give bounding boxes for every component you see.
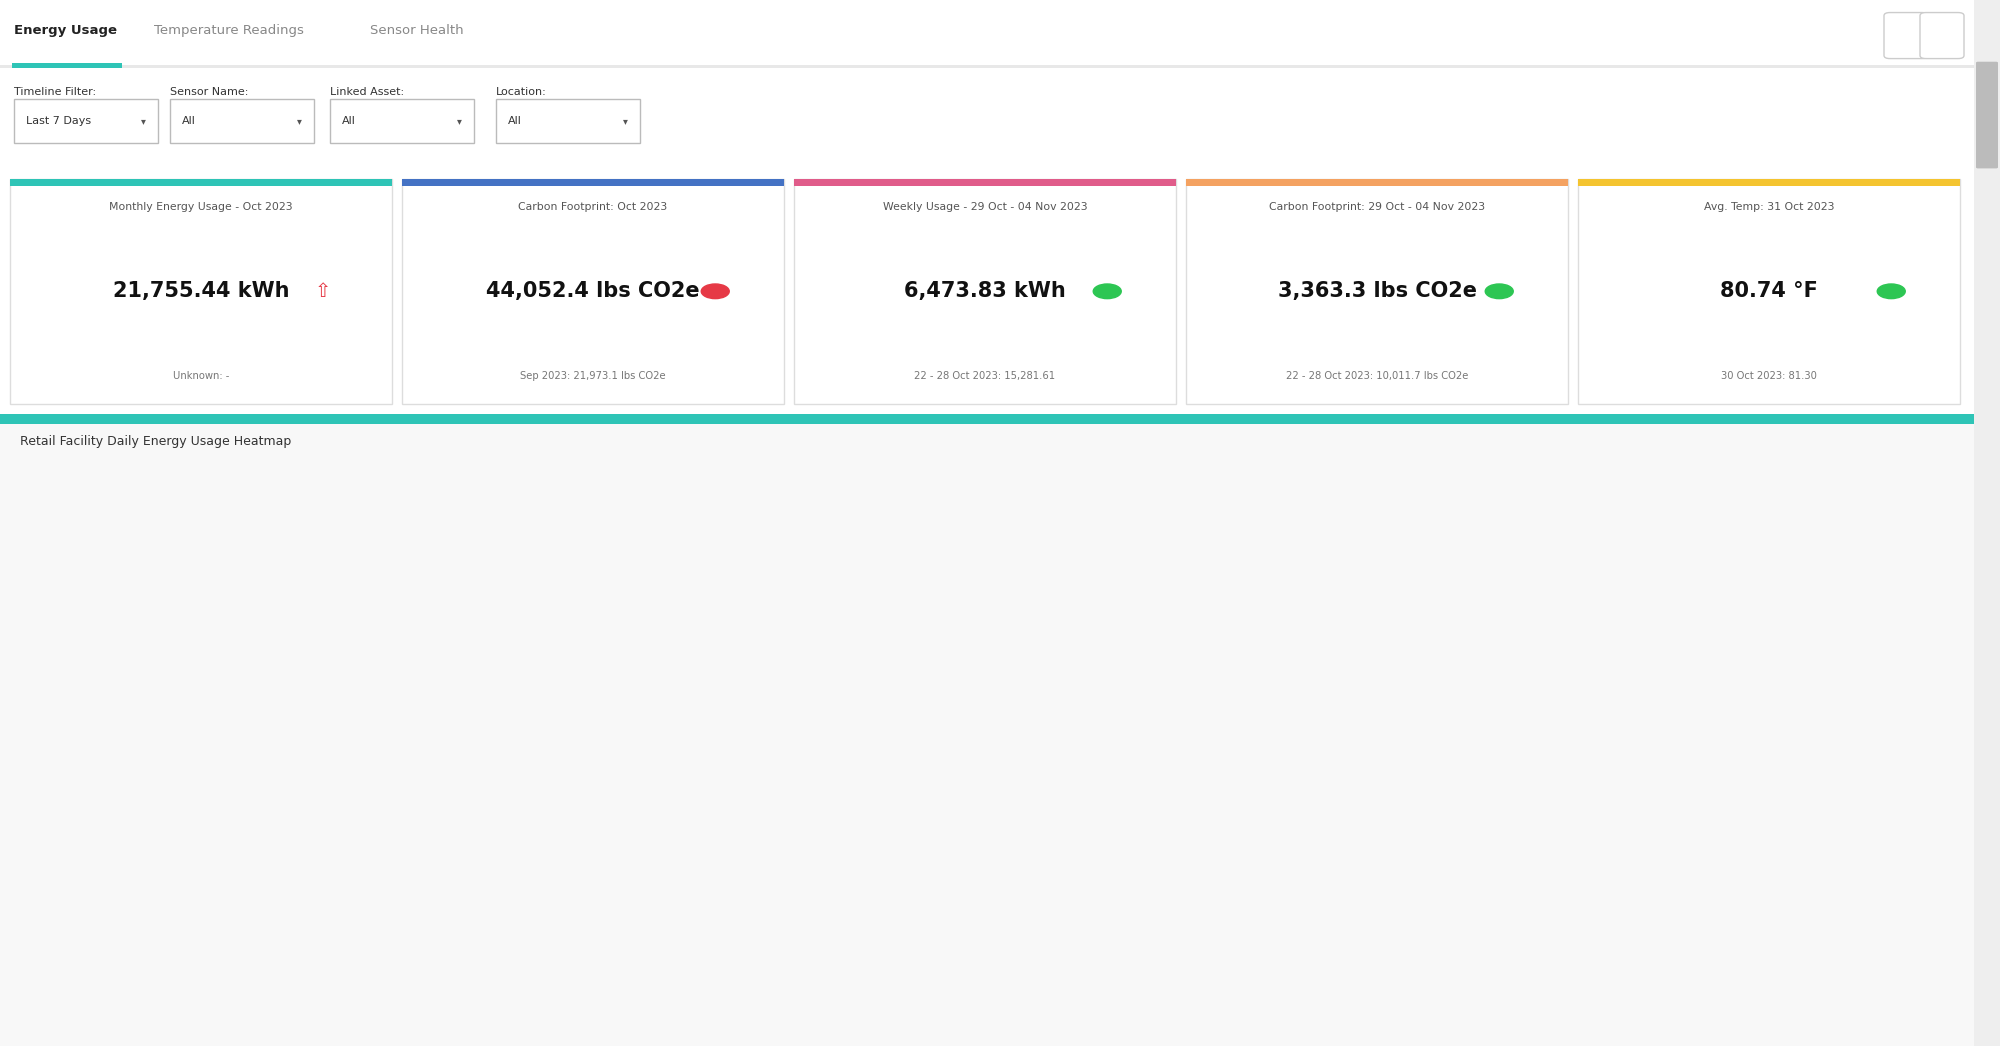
Text: ▾: ▾ [624,116,628,127]
Bar [920,482,1156,536]
Text: 85.49: 85.49 [1260,934,1292,945]
Text: 15.97: 15.97 [308,826,340,837]
Bar [1394,643,1632,698]
FancyBboxPatch shape [0,68,1974,170]
Text: 105.03: 105.03 [306,720,344,729]
Bar [920,967,1156,1020]
Text: 49.04: 49.04 [1736,612,1768,621]
Bar [682,967,920,1020]
Bar [1632,482,1870,536]
Text: Energy Usage: Energy Usage [14,24,116,38]
Bar [444,912,682,967]
FancyBboxPatch shape [14,99,158,143]
Text: 234.58: 234.58 [1018,988,1058,998]
Text: 14.93: 14.93 [1736,558,1768,568]
Text: 6,473.83 kWh: 6,473.83 kWh [904,281,1066,301]
FancyBboxPatch shape [1884,13,1928,59]
Text: Last 7 Days: Last 7 Days [26,116,92,127]
Text: Sensor Health: Sensor Health [370,24,464,38]
Bar [206,912,444,967]
Text: 246.18: 246.18 [1494,612,1532,621]
Bar [1394,482,1632,536]
Text: 106.45: 106.45 [1494,720,1532,729]
Text: 229.55: 229.55 [1256,665,1296,676]
Text: 235.46: 235.46 [780,612,820,621]
Text: All: All [182,116,196,127]
Text: 232.77: 232.77 [1494,665,1532,676]
Text: Linked Asset:: Linked Asset: [330,87,404,97]
Bar [1632,590,1870,643]
Bar [1632,643,1870,698]
Bar [920,859,1156,912]
Text: 44,052.4 lbs CO2e: 44,052.4 lbs CO2e [486,281,700,301]
Text: 100.36: 100.36 [780,504,820,514]
FancyBboxPatch shape [330,99,474,143]
Bar [444,967,682,1020]
Text: 89.77: 89.77 [308,934,340,945]
FancyBboxPatch shape [10,179,392,404]
Text: Retail Facility Daily Energy Usage Heatmap: Retail Facility Daily Energy Usage Heatm… [20,435,292,448]
Bar [1156,912,1394,967]
Text: Carbon Footprint: 29 Oct - 04 Nov 2023: Carbon Footprint: 29 Oct - 04 Nov 2023 [1268,202,1486,212]
Text: 85.56: 85.56 [1260,504,1292,514]
Text: 23.26: 23.26 [1736,720,1768,729]
Text: 258.52: 258.52 [1018,881,1058,890]
Text: 82.36: 82.36 [308,558,340,568]
Text: 105.95: 105.95 [544,720,582,729]
Bar [682,536,920,590]
Text: 255.57: 255.57 [1494,881,1532,890]
FancyBboxPatch shape [0,65,1974,68]
Text: 218.96: 218.96 [306,665,344,676]
Bar [1156,751,1394,804]
Bar [1394,967,1632,1020]
Text: 100.14: 100.14 [1494,934,1532,945]
Bar [920,912,1156,967]
Bar [682,804,920,859]
FancyBboxPatch shape [0,424,1974,1046]
Text: 19.94: 19.94 [784,773,816,782]
Text: 249.28: 249.28 [542,881,582,890]
Bar [682,751,920,804]
Text: 6.92: 6.92 [1738,934,1764,945]
Bar [1632,912,1870,967]
Text: 95.77: 95.77 [546,934,578,945]
Bar [206,804,444,859]
Text: 15.93: 15.93 [546,826,578,837]
Circle shape [1878,283,1906,298]
FancyBboxPatch shape [1186,179,1568,186]
FancyBboxPatch shape [794,179,1176,186]
Text: 76.66: 76.66 [1260,558,1292,568]
Text: 221.2: 221.2 [308,988,340,998]
Text: 249.8: 249.8 [308,881,340,890]
Text: 7.22: 7.22 [1738,826,1764,837]
FancyBboxPatch shape [1974,0,2000,1046]
Bar [1156,804,1394,859]
FancyBboxPatch shape [1578,179,1960,404]
Bar [1394,912,1632,967]
Text: 239.83: 239.83 [1018,612,1058,621]
Text: Avg. Temp: 31 Oct 2023: Avg. Temp: 31 Oct 2023 [1704,202,1834,212]
Circle shape [1486,283,1514,298]
Text: 111.98: 111.98 [544,504,582,514]
Bar [682,482,920,536]
Text: 238.91: 238.91 [544,665,582,676]
Bar [682,912,920,967]
Text: Location:: Location: [496,87,546,97]
Bar [206,643,444,698]
FancyBboxPatch shape [402,179,784,186]
Text: 262.92: 262.92 [780,881,820,890]
FancyBboxPatch shape [496,99,640,143]
Bar [1394,751,1632,804]
Bar [444,804,682,859]
FancyBboxPatch shape [402,179,784,404]
Text: Total kWh: Total kWh [1876,451,1928,460]
Text: Sensor Name:: Sensor Name: [170,87,248,97]
Text: 236.41: 236.41 [780,988,820,998]
Bar [1156,590,1394,643]
Bar [444,482,682,536]
Text: 30 Oct 2023: 81.30: 30 Oct 2023: 81.30 [1722,370,1816,381]
Text: ⇧: ⇧ [316,281,332,301]
Text: 15.95: 15.95 [784,826,816,837]
Text: Carbon Footprint: Oct 2023: Carbon Footprint: Oct 2023 [518,202,668,212]
